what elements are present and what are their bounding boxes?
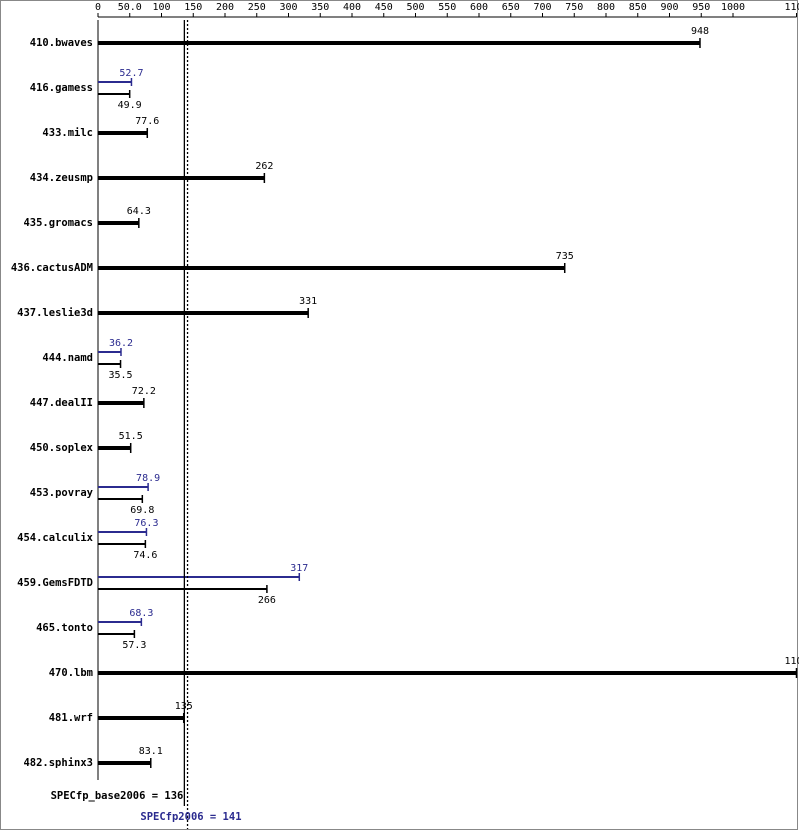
value-label: 76.3	[134, 518, 158, 529]
value-label: 72.2	[132, 386, 156, 397]
category-label: 444.namd	[42, 352, 93, 364]
category-label: 481.wrf	[49, 712, 93, 724]
value-label: 74.6	[133, 550, 157, 561]
x-tick-label: 850	[629, 2, 647, 13]
x-tick-label: 950	[692, 2, 710, 13]
reference-label: SPECfp2006 = 141	[140, 811, 241, 823]
base-bar	[98, 93, 130, 95]
base-bar	[98, 363, 121, 365]
x-tick-label: 500	[406, 2, 424, 13]
category-label: 482.sphinx3	[23, 757, 93, 769]
value-label: 68.3	[129, 608, 153, 619]
peak-bar	[98, 576, 300, 578]
value-label: 49.9	[118, 100, 142, 111]
category-label: 433.milc	[42, 127, 93, 139]
base-bar	[98, 498, 143, 500]
bar	[98, 41, 700, 45]
value-label: 69.8	[130, 505, 154, 516]
category-label: 453.povray	[30, 487, 94, 499]
x-tick-label: 400	[343, 2, 361, 13]
base-bar	[98, 588, 267, 590]
value-label: 52.7	[119, 68, 143, 79]
value-label: 77.6	[135, 116, 159, 127]
x-tick-label: 650	[502, 2, 520, 13]
x-tick-label: 150	[184, 2, 202, 13]
category-label: 454.calculix	[17, 532, 94, 544]
x-tick-label: 750	[565, 2, 583, 13]
bar	[98, 311, 309, 315]
peak-bar	[98, 351, 121, 353]
value-label: 57.3	[122, 640, 146, 651]
value-label: 1100	[784, 656, 799, 667]
reference-label: SPECfp_base2006 = 136	[51, 790, 184, 802]
x-tick-label: 550	[438, 2, 456, 13]
peak-bar	[98, 621, 142, 623]
x-tick-label: 200	[216, 2, 234, 13]
bar	[98, 266, 565, 270]
value-label: 35.5	[108, 370, 132, 381]
value-label: 64.3	[127, 206, 151, 217]
bar	[98, 671, 797, 675]
value-label: 948	[691, 26, 709, 37]
bar	[98, 761, 151, 765]
category-label: 434.zeusmp	[30, 172, 93, 184]
x-tick-label: 300	[279, 2, 297, 13]
x-tick-label: 600	[470, 2, 488, 13]
category-label: 459.GemsFDTD	[17, 577, 93, 589]
x-tick-label: 100	[152, 2, 170, 13]
category-label: 447.dealII	[30, 397, 93, 409]
x-tick-label: 350	[311, 2, 329, 13]
base-bar	[98, 633, 135, 635]
bar	[98, 401, 144, 405]
category-label: 437.leslie3d	[17, 307, 93, 319]
value-label: 51.5	[119, 431, 143, 442]
x-tick-label: 900	[660, 2, 678, 13]
category-label: 465.tonto	[36, 622, 93, 634]
bar	[98, 446, 131, 450]
x-tick-label: 250	[248, 2, 266, 13]
value-label: 36.2	[109, 338, 133, 349]
category-label: 450.soplex	[30, 442, 94, 454]
x-tick-label: 1100	[784, 2, 799, 13]
x-tick-label: 700	[533, 2, 551, 13]
value-label: 735	[556, 251, 574, 262]
base-bar	[98, 543, 146, 545]
category-label: 470.lbm	[49, 667, 93, 679]
peak-bar	[98, 81, 132, 83]
x-tick-label: 1000	[721, 2, 745, 13]
bar	[98, 716, 184, 720]
category-label: 435.gromacs	[23, 217, 93, 229]
value-label: 78.9	[136, 473, 160, 484]
category-label: 410.bwaves	[30, 37, 93, 49]
bar	[98, 176, 265, 180]
value-label: 317	[290, 563, 308, 574]
bar	[98, 221, 139, 225]
x-tick-label: 800	[597, 2, 615, 13]
peak-bar	[98, 486, 149, 488]
x-tick-label: 0	[95, 2, 101, 13]
category-label: 436.cactusADM	[11, 262, 93, 274]
value-label: 331	[299, 296, 317, 307]
x-tick-label: 50.0	[118, 2, 142, 13]
value-label: 262	[255, 161, 273, 172]
bar	[98, 131, 148, 135]
category-label: 416.gamess	[30, 82, 93, 94]
value-label: 266	[258, 595, 276, 606]
peak-bar	[98, 531, 147, 533]
x-tick-label: 450	[375, 2, 393, 13]
value-label: 83.1	[139, 746, 163, 757]
